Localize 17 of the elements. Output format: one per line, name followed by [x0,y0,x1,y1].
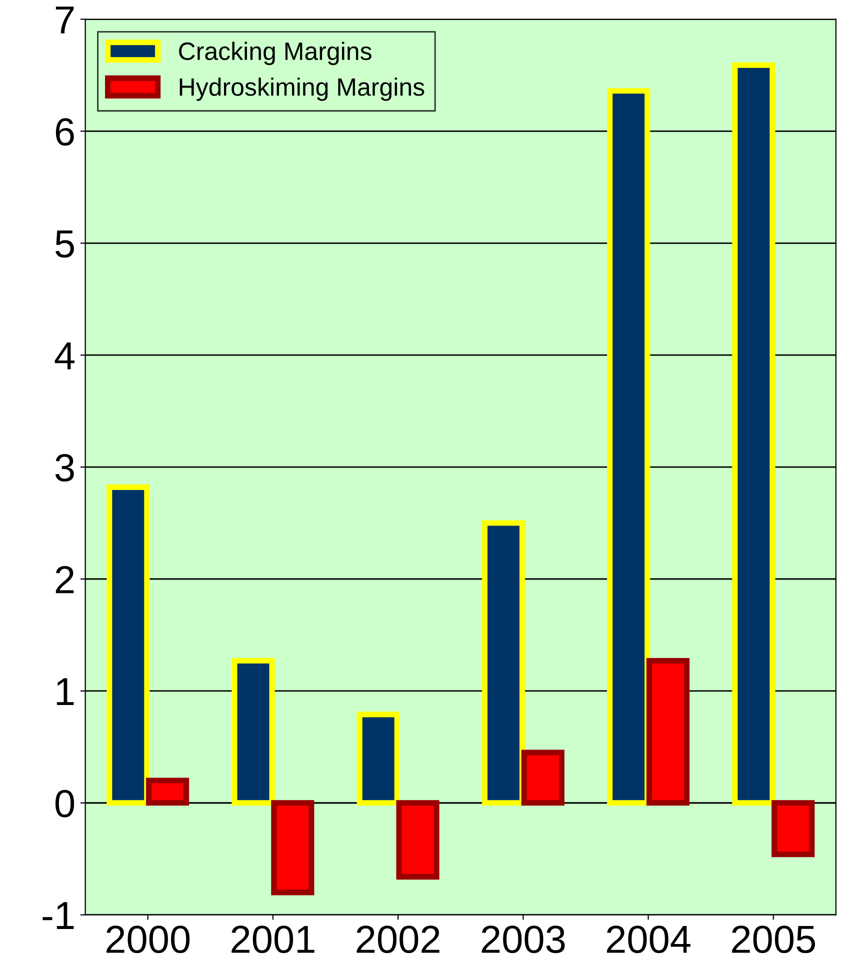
x-tick-label: 2000 [106,926,190,954]
y-tick-label: 6 [56,118,74,146]
y-tick-label: -1 [42,902,74,929]
y-tick-label: 5 [56,230,74,258]
x-tick-label: 2005 [732,926,816,954]
y-tick-label: 3 [55,454,74,482]
x-tick-label: 2003 [482,926,565,954]
y-tick-label: 1 [56,678,74,706]
y-tick-label: 2 [56,566,74,594]
x-tick-label: 2004 [606,926,690,954]
x-tick-label: 2002 [356,926,440,954]
y-tick-label: 4 [54,342,74,370]
y-tick-label: 7 [56,6,74,34]
legend-label: Cracking Margins [179,42,372,66]
legend-label: Hydroskiming Margins [180,78,424,101]
y-tick-label: 0 [55,790,74,818]
x-tick-label: 2001 [232,926,314,954]
